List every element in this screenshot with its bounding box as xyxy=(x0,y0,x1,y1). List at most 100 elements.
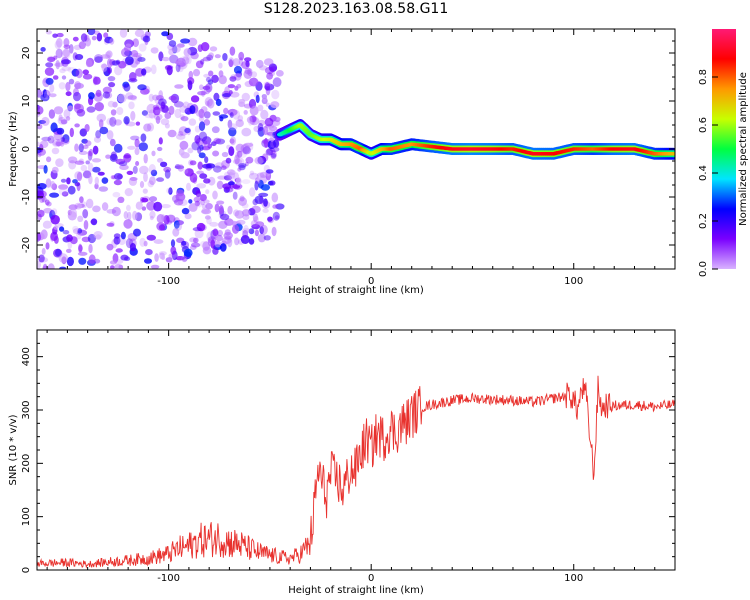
colorbar-label: Normalized spectral amplitude xyxy=(738,72,749,226)
spectrogram-speckle xyxy=(146,234,156,241)
spectrogram-speckle xyxy=(91,35,97,41)
spectrogram-speckle xyxy=(81,138,88,144)
spectrogram-speckle xyxy=(55,141,63,147)
spectrogram-speckle xyxy=(207,238,215,247)
spectrogram-speckle xyxy=(51,166,59,174)
spectrogram-speckle xyxy=(202,241,211,251)
spectrogram-speckle xyxy=(164,123,170,129)
spectrogram-speckle xyxy=(61,59,71,65)
spectrogram-speckle xyxy=(181,256,188,262)
spectrogram-speckle xyxy=(254,156,264,165)
spectrogram-speckle xyxy=(150,169,158,177)
spectrogram-speckle xyxy=(170,239,176,248)
spectrogram-speckle xyxy=(216,200,225,205)
spectrogram-speckle xyxy=(135,161,140,166)
spectrogram-speckle xyxy=(132,210,138,221)
spectrogram-speckle xyxy=(129,243,136,252)
spectrogram-speckle xyxy=(48,109,56,119)
spectrogram-speckle xyxy=(110,265,115,269)
spectrogram-speckle xyxy=(85,59,93,68)
spectrogram-speckle xyxy=(240,235,250,244)
spectrogram-speckle xyxy=(238,51,245,61)
spectrogram-speckle xyxy=(50,122,58,133)
spectrogram-speckle xyxy=(112,191,121,198)
spectrogram-speckle xyxy=(149,196,158,202)
spectrogram-speckle xyxy=(204,97,213,107)
spectrogram-speckle xyxy=(260,109,269,120)
spectrogram-speckle xyxy=(59,266,67,269)
spectrogram-speckle xyxy=(100,54,111,59)
spectrogram-speckle xyxy=(58,82,66,90)
spectrogram-x-tick-label: 0 xyxy=(368,276,374,287)
spectrogram-speckle xyxy=(141,110,148,116)
spectrogram-speckle xyxy=(247,68,253,77)
snr-y-tick-label: 100 xyxy=(21,507,32,526)
figure-title: S128.2023.163.08.58.G11 xyxy=(263,1,449,17)
spectrogram-speckle xyxy=(190,95,200,103)
spectrogram-speckle xyxy=(137,57,146,62)
spectrogram-speckle xyxy=(158,224,166,231)
spectrogram-speckle xyxy=(65,81,71,92)
spectrogram-speckle xyxy=(248,228,255,235)
spectrogram-speckle xyxy=(108,82,116,88)
spectrogram-speckle xyxy=(94,102,105,112)
spectrogram-speckle xyxy=(45,77,54,85)
spectrogram-speckle xyxy=(92,166,101,173)
spectrogram-speckle xyxy=(82,170,92,179)
spectrogram-speckle xyxy=(243,142,254,148)
spectrogram-speckle xyxy=(113,173,123,180)
spectrogram-speckle xyxy=(242,229,249,239)
spectrogram-speckle xyxy=(46,201,52,207)
spectrogram-speckle xyxy=(126,170,134,175)
spectrogram-speckle xyxy=(174,84,184,89)
spectrogram-speckle xyxy=(149,176,156,186)
spectrogram-speckle xyxy=(52,33,58,38)
spectrogram-speckle xyxy=(179,114,185,120)
spectrogram-speckle xyxy=(154,253,159,262)
spectrogram-speckle xyxy=(138,43,147,52)
spectrogram-speckle xyxy=(37,152,42,158)
spectrogram-speckle xyxy=(49,180,56,189)
spectrogram-speckle xyxy=(156,177,165,182)
spectrogram-speckle xyxy=(188,70,194,79)
spectrogram-speckle xyxy=(66,256,74,267)
spectrogram-speckle xyxy=(195,110,204,117)
snr-series-line xyxy=(37,375,675,569)
spectrogram-speckle xyxy=(123,116,130,125)
spectrogram-speckle xyxy=(243,69,253,80)
spectrogram-speckle xyxy=(254,195,264,205)
spectrogram-speckle xyxy=(224,86,231,96)
spectrogram-speckle xyxy=(269,180,276,186)
spectrogram-speckle xyxy=(248,116,253,126)
spectrogram-speckle xyxy=(265,148,273,156)
spectrogram-speckle xyxy=(197,91,207,96)
spectrogram-speckle xyxy=(120,231,126,240)
spectrogram-speckle xyxy=(41,116,50,126)
spectrogram-speckle xyxy=(42,220,52,229)
spectrogram-speckle xyxy=(52,75,59,80)
spectrogram-speckle xyxy=(109,38,115,45)
spectrogram-speckle xyxy=(241,61,250,69)
spectrogram-speckle xyxy=(107,76,116,82)
spectrogram-speckle xyxy=(264,66,275,75)
spectrogram-speckle xyxy=(228,59,234,68)
spectrogram-speckle xyxy=(212,150,220,157)
spectrogram-speckle xyxy=(83,220,89,230)
spectrogram-speckle xyxy=(257,233,266,243)
spectrogram-speckle xyxy=(145,249,153,256)
spectrogram-speckle xyxy=(41,248,46,255)
spectrogram-speckle xyxy=(227,205,233,215)
spectrogram-speckle xyxy=(187,37,198,47)
spectrogram-speckle xyxy=(98,119,104,129)
spectrogram-speckle xyxy=(118,60,127,69)
spectrogram-speckle xyxy=(44,67,55,76)
spectrogram-speckle xyxy=(177,164,184,172)
spectrogram-speckle xyxy=(147,180,154,188)
spectrogram-speckle xyxy=(186,55,192,65)
spectrogram-speckle xyxy=(60,119,68,125)
spectrogram-speckle xyxy=(257,123,264,132)
spectrogram-speckle xyxy=(43,207,53,214)
spectrogram-speckle xyxy=(234,85,239,91)
spectrogram-speckle xyxy=(111,238,118,249)
spectrogram-speckle xyxy=(147,122,154,132)
